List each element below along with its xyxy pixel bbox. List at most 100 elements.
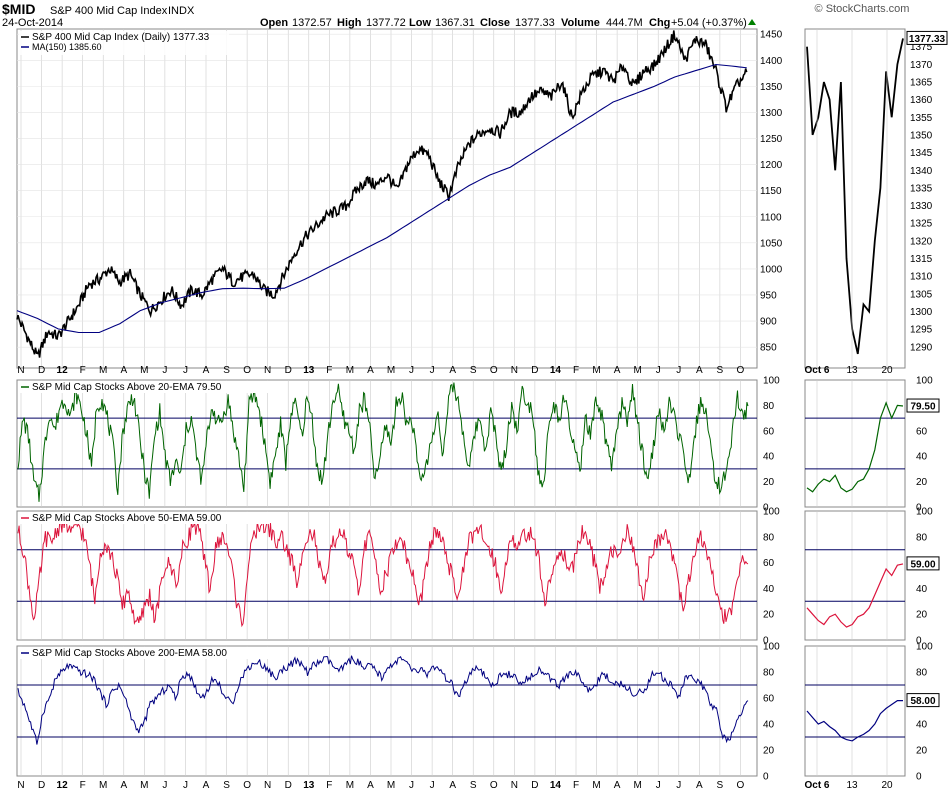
zoom-price-tick-label: 1345 xyxy=(910,148,933,159)
month-tick-label: F xyxy=(80,780,86,791)
ema20-zoom-tick-label: 100 xyxy=(916,376,933,387)
ema20-tick-label: 60 xyxy=(763,426,775,437)
month-tick-label: D xyxy=(285,780,292,791)
ema20-zoom-tick-label: 20 xyxy=(916,477,928,488)
price-series-line xyxy=(16,30,748,358)
month-tick-label: O xyxy=(737,365,745,376)
month-tick-label: O xyxy=(737,780,745,791)
ema20-title-bg xyxy=(19,381,269,393)
low-label: Low xyxy=(409,17,431,29)
month-tick-label: S xyxy=(223,780,230,791)
month-tick-label: 12 xyxy=(57,780,69,791)
zoom-price-tick-label: 1305 xyxy=(910,289,933,300)
month-tick-label: D xyxy=(38,365,45,376)
ema20-zoom-series-line xyxy=(806,401,904,493)
month-tick-label: M xyxy=(387,365,395,376)
month-tick-label: A xyxy=(120,365,127,376)
month-tick-label: M xyxy=(99,780,107,791)
month-tick-label: S xyxy=(223,365,230,376)
ema50-tick-label: 100 xyxy=(763,507,780,518)
exchange: INDX xyxy=(168,5,195,17)
month-tick-label: A xyxy=(614,365,621,376)
ema200-title-bg xyxy=(19,647,269,659)
high-label: High xyxy=(337,17,362,29)
month-tick-label: A xyxy=(367,365,374,376)
month-tick-label: M xyxy=(387,780,395,791)
chart-date: 24-Oct-2014 xyxy=(2,17,63,29)
ema20-zoom-tick-label: 60 xyxy=(916,426,928,437)
ema200-tick-label: 80 xyxy=(763,668,775,679)
ema200-zoom-tick-label: 40 xyxy=(916,720,928,731)
zoom-price-tick-label: 1365 xyxy=(910,77,933,88)
ema50-zoom-frame xyxy=(804,510,906,641)
month-tick-label: J xyxy=(409,780,414,791)
ema200-tick-label: 100 xyxy=(763,642,780,653)
open-value: 1372.57 xyxy=(292,17,332,29)
price-tick-label: 850 xyxy=(760,343,777,354)
ema20-tick-label: 100 xyxy=(763,376,780,387)
zoom-date-label: 20 xyxy=(881,365,893,376)
price-tick-label: 1300 xyxy=(760,108,783,119)
month-tick-label: 12 xyxy=(57,365,69,376)
ema50-panel-frame xyxy=(16,510,758,641)
month-tick-label: A xyxy=(449,365,456,376)
price-tick-label: 1050 xyxy=(760,238,783,249)
volume-label: Volume xyxy=(561,17,600,29)
chg-label: Chg xyxy=(649,17,670,29)
month-tick-label: 14 xyxy=(550,780,562,791)
month-tick-label: A xyxy=(614,780,621,791)
ema200-panel-frame xyxy=(16,645,758,777)
ema50-tick-label: 80 xyxy=(763,532,775,543)
zoom-price-tick-label: 1315 xyxy=(910,254,933,265)
ema200-tick-label: 60 xyxy=(763,694,775,705)
zoom-price-tick-label: 1350 xyxy=(910,130,933,141)
month-tick-label: M xyxy=(592,780,600,791)
month-tick-label: D xyxy=(531,365,538,376)
zoom-price-tick-label: 1325 xyxy=(910,219,933,230)
price-panel-frame xyxy=(16,28,758,369)
month-tick-label: A xyxy=(203,780,210,791)
month-tick-label: J xyxy=(409,365,414,376)
close-label: Close xyxy=(480,17,510,29)
month-tick-label: O xyxy=(490,780,498,791)
month-tick-label: M xyxy=(633,365,641,376)
month-tick-label: J xyxy=(676,365,681,376)
zoom-price-last-label: 1377.33 xyxy=(909,34,946,45)
month-tick-label: J xyxy=(162,365,167,376)
month-tick-label: M xyxy=(633,780,641,791)
month-tick-label: 14 xyxy=(550,365,562,376)
ema50-tick-label: 40 xyxy=(763,584,775,595)
ema50-last-box xyxy=(906,556,940,571)
ema50-tick-label: 60 xyxy=(763,558,775,569)
ema20-zoom-tick-label: 0 xyxy=(916,503,922,514)
month-tick-label: M xyxy=(99,365,107,376)
month-tick-label: J xyxy=(430,365,435,376)
price-tick-label: 1200 xyxy=(760,160,783,171)
chg-value: +5.04 (+0.37%) xyxy=(671,17,747,29)
ema200-zoom-tick-label: 100 xyxy=(916,642,933,653)
ema200-last-box xyxy=(906,693,940,708)
ema50-tick-label: 20 xyxy=(763,610,775,621)
month-tick-label: S xyxy=(470,780,477,791)
month-tick-label: J xyxy=(656,365,661,376)
plot-area: N N D D 12 12 F F M M A A M M J J J J A A S S O O N N D D 13 13 F F M M A A… xyxy=(16,28,948,791)
ema50-zoom-tick-label: 40 xyxy=(916,584,928,595)
ema20-zoom-tick-label: 40 xyxy=(916,452,928,463)
month-tick-label: F xyxy=(573,780,579,791)
ma150-series-line xyxy=(16,63,747,334)
month-tick-label: S xyxy=(717,365,724,376)
zoom-price-tick-label: 1370 xyxy=(910,60,933,71)
zoom-price-tick-label: 1320 xyxy=(910,236,933,247)
month-tick-label: O xyxy=(243,365,251,376)
ema50-tick-label: 0 xyxy=(763,636,769,647)
high-value: 1377.72 xyxy=(366,17,406,29)
ema200-zoom-tick-label: 80 xyxy=(916,668,928,679)
open-label: Open xyxy=(260,17,288,29)
month-tick-label: N xyxy=(264,365,271,376)
month-tick-label: A xyxy=(203,365,210,376)
zoom-price-tick-label: 1310 xyxy=(910,272,933,283)
price-tick-label: 1250 xyxy=(760,134,783,145)
month-tick-label: S xyxy=(717,780,724,791)
month-tick-label: F xyxy=(573,365,579,376)
